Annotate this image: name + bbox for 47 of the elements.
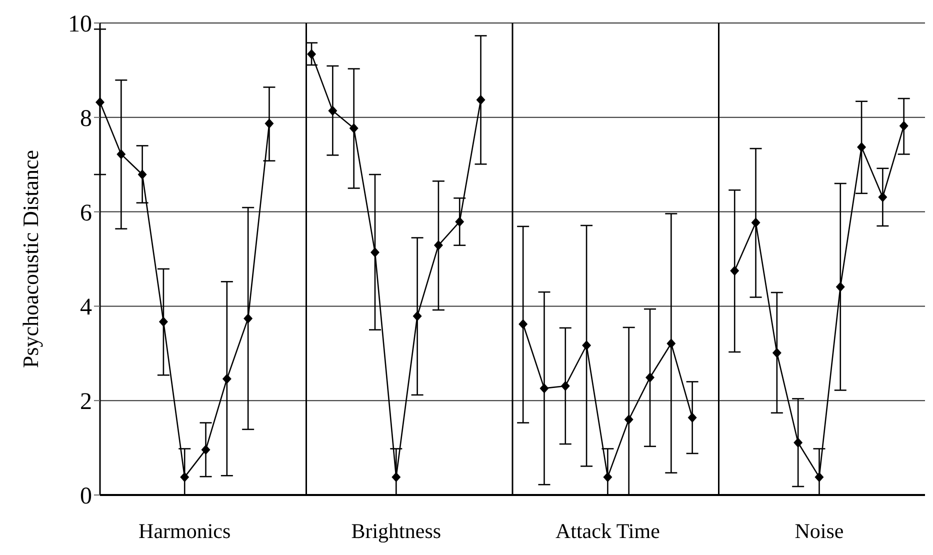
point	[328, 106, 338, 116]
point	[603, 472, 612, 482]
y-tick-label: 10	[68, 12, 92, 38]
point	[794, 438, 803, 448]
point	[899, 120, 908, 131]
point	[646, 372, 654, 382]
point	[264, 118, 274, 129]
x-tick-label: Attack Time	[555, 518, 660, 543]
point	[857, 142, 866, 152]
point	[878, 192, 888, 202]
point	[307, 49, 316, 60]
point	[201, 444, 210, 455]
point	[244, 313, 253, 324]
point	[476, 94, 486, 105]
point	[730, 266, 740, 276]
point	[116, 149, 126, 160]
point	[518, 319, 528, 330]
point	[836, 282, 845, 292]
point	[158, 316, 168, 327]
y-tick-label: 4	[80, 294, 92, 321]
y-tick-label: 6	[80, 200, 92, 226]
point	[582, 340, 592, 350]
point	[814, 472, 824, 482]
point	[370, 247, 380, 258]
x-tick-label: Harmonics	[138, 518, 231, 543]
point	[772, 348, 782, 358]
point	[392, 472, 401, 482]
point	[560, 380, 570, 391]
y-axis-title: Psychoacoustic Distance	[18, 150, 43, 368]
x-tick-label: Brightness	[351, 518, 442, 543]
point	[455, 216, 464, 227]
point	[688, 412, 697, 423]
point	[540, 383, 549, 394]
point	[349, 123, 358, 134]
point	[222, 374, 232, 384]
point	[666, 338, 676, 348]
y-tick-label: 0	[80, 484, 92, 510]
point	[138, 170, 147, 180]
point	[751, 218, 760, 228]
point	[434, 240, 443, 250]
point	[624, 414, 634, 424]
point	[96, 97, 104, 108]
point	[180, 472, 190, 482]
x-tick-label: Noise	[794, 518, 844, 543]
y-tick-label: 8	[80, 106, 92, 132]
y-tick-label: 2	[80, 389, 92, 416]
point	[412, 311, 422, 322]
